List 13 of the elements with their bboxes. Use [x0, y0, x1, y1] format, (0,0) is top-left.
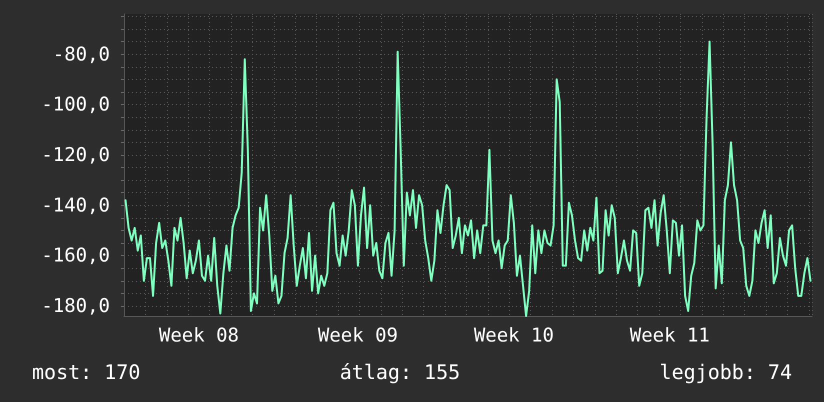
text: legjobb: 74	[660, 360, 792, 384]
x-tick-label: Week 09	[318, 324, 398, 346]
text: most: 170	[32, 360, 140, 384]
y-tick-label: -100,0	[41, 94, 110, 116]
x-tick-label: Week 08	[158, 324, 239, 346]
x-tick-label: Week 10	[474, 324, 554, 346]
y-tick-label: -180,0	[41, 294, 110, 317]
text: átlag: 155	[340, 360, 460, 384]
y-tick-label: -80,0	[52, 43, 110, 66]
y-tick-label: -140,0	[41, 194, 110, 216]
y-tick-label: -160,0	[41, 244, 110, 267]
y-tick-label: -120,0	[41, 144, 110, 166]
x-tick-label: Week 11	[630, 324, 710, 346]
